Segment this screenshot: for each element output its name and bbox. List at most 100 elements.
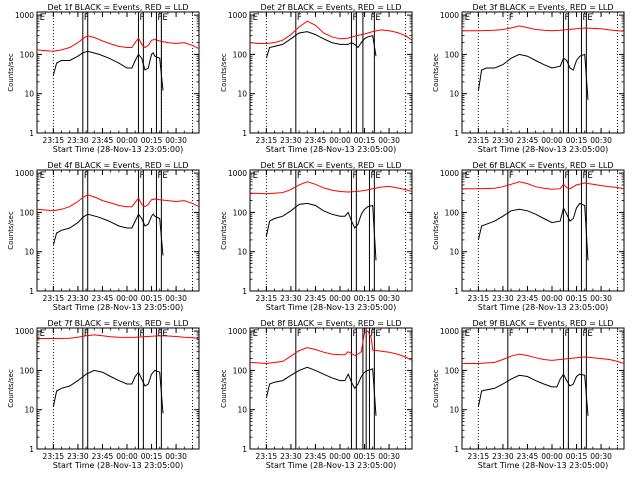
x-tick-label: 00:30 (378, 294, 400, 303)
detector-panel-6: Det 6f BLACK = Events, RED = LLD 1 10 100 10… (432, 161, 625, 312)
interval-flag-e: E (253, 13, 258, 23)
lld-series-line (462, 181, 625, 190)
interval-flag-f: F (352, 329, 357, 339)
x-axis-label: Start Time (28-Nov-13 23:05:00) (266, 461, 396, 470)
interval-flag-f: F (509, 171, 514, 181)
interval-flag-f: F (564, 329, 569, 339)
y-tick-label: 100 (445, 208, 460, 217)
x-tick-label: 23:45 (517, 136, 539, 145)
panel-title: Det 1f BLACK = Events, RED = LLD (47, 3, 188, 12)
x-tick-label: 23:45 (92, 452, 114, 461)
y-tick-label: 1 (242, 287, 247, 296)
x-tick-label: 23:30 (280, 136, 302, 145)
x-tick-label: 00:00 (541, 452, 563, 461)
y-tick-label: 100 (233, 50, 248, 59)
interval-flag-f: F (582, 329, 587, 339)
x-tick-label: 23:15 (256, 294, 278, 303)
events-series-line (477, 373, 589, 416)
interval-flag-e: E (375, 329, 380, 339)
y-tick-label: 1 (242, 445, 247, 454)
interval-flag-f: F (297, 329, 302, 339)
x-tick-label: 00:30 (590, 294, 612, 303)
y-tick-label: 100 (445, 366, 460, 375)
interval-flag-f: F (139, 171, 144, 181)
y-tick-label: 1000 (440, 169, 459, 178)
interval-flag-f: F (509, 13, 514, 23)
y-axis-label: Counts/sec (7, 53, 15, 92)
y-tick-label: 1 (29, 129, 34, 138)
plot-frame (249, 327, 413, 450)
panel-title: Det 2f BLACK = Events, RED = LLD (260, 3, 401, 12)
interval-flag-f: F (157, 171, 162, 181)
x-axis-label: Start Time (28-Nov-13 23:05:00) (266, 303, 396, 312)
plot-frame (36, 327, 200, 450)
x-tick-label: 00:30 (165, 136, 187, 145)
x-tick-label: 00:00 (329, 136, 351, 145)
detector-panel-3: Det 3f BLACK = Events, RED = LLD 1 10 100 10… (432, 3, 625, 154)
detector-panel-2: Det 2f BLACK = Events, RED = LLD 1 10 100 10… (220, 3, 413, 154)
y-tick-label: 10 (449, 248, 459, 257)
y-tick-label: 1 (454, 129, 459, 138)
x-tick-label: 00:00 (116, 294, 138, 303)
panel-title: Det 8f BLACK = Events, RED = LLD (260, 319, 401, 328)
y-tick-label: 1000 (228, 169, 247, 178)
x-tick-label: 23:45 (305, 136, 327, 145)
events-series-line (52, 50, 164, 91)
y-tick-label: 10 (237, 406, 247, 415)
y-axis-label: Counts/sec (7, 211, 15, 250)
x-tick-label: 23:30 (67, 294, 89, 303)
x-tick-label: 00:30 (378, 452, 400, 461)
lld-series-line (462, 25, 625, 32)
x-tick-label: 23:15 (468, 452, 490, 461)
x-axis-label: Start Time (28-Nov-13 23:05:00) (53, 303, 183, 312)
x-tick-label: 23:15 (468, 136, 490, 145)
detector-panel-8: Det 8f BLACK = Events, RED = LLD 1 10 100 10… (220, 319, 413, 470)
x-tick-label: 00:15 (566, 136, 588, 145)
x-tick-label: 00:30 (590, 136, 612, 145)
x-axis-label: Start Time (28-Nov-13 23:05:00) (53, 145, 183, 154)
plot-frame (461, 327, 625, 450)
y-tick-label: 100 (233, 366, 248, 375)
y-axis-label: Counts/sec (220, 369, 228, 408)
panel-title: Det 9f BLACK = Events, RED = LLD (472, 319, 613, 328)
interval-flag-f: F (352, 13, 357, 23)
x-tick-label: 23:15 (43, 136, 65, 145)
interval-flag-e: E (375, 13, 380, 23)
interval-flag-e: E (40, 329, 45, 339)
x-tick-label: 00:00 (541, 294, 563, 303)
lld-series-line (36, 194, 200, 212)
y-tick-label: 100 (20, 208, 35, 217)
x-tick-label: 00:00 (329, 452, 351, 461)
y-axis-label: Counts/sec (432, 369, 440, 408)
plot-frame (461, 11, 625, 134)
detector-panel-9: Det 9f BLACK = Events, RED = LLD 1 10 100 10… (432, 319, 625, 470)
interval-flag-e: E (162, 329, 167, 339)
interval-flag-f: F (582, 171, 587, 181)
interval-flag-e: E (162, 171, 167, 181)
plot-frame (461, 169, 625, 292)
x-tick-label: 00:00 (329, 294, 351, 303)
x-axis-label: Start Time (28-Nov-13 23:05:00) (53, 461, 183, 470)
y-axis-label: Counts/sec (7, 369, 15, 408)
x-axis-label: Start Time (28-Nov-13 23:05:00) (478, 145, 608, 154)
y-tick-label: 1 (29, 445, 34, 454)
events-series-line (477, 53, 589, 100)
interval-flag-e: E (253, 171, 258, 181)
y-tick-label: 10 (449, 90, 459, 99)
y-tick-label: 10 (237, 248, 247, 257)
interval-flag-f: F (370, 13, 375, 23)
events-series-line (265, 366, 377, 416)
y-tick-label: 1000 (15, 11, 34, 20)
interval-flag-f: F (564, 171, 569, 181)
panel-title: Det 4f BLACK = Events, RED = LLD (47, 161, 188, 170)
x-tick-label: 00:15 (566, 452, 588, 461)
y-axis-label: Counts/sec (432, 211, 440, 250)
x-tick-label: 00:30 (165, 294, 187, 303)
x-tick-label: 00:00 (116, 136, 138, 145)
lld-series-line (37, 334, 200, 339)
y-tick-label: 10 (24, 406, 34, 415)
y-tick-label: 1000 (440, 11, 459, 20)
interval-flag-f: F (84, 13, 89, 23)
interval-flag-f: F (84, 171, 89, 181)
panel-title: Det 5f BLACK = Events, RED = LLD (260, 161, 401, 170)
